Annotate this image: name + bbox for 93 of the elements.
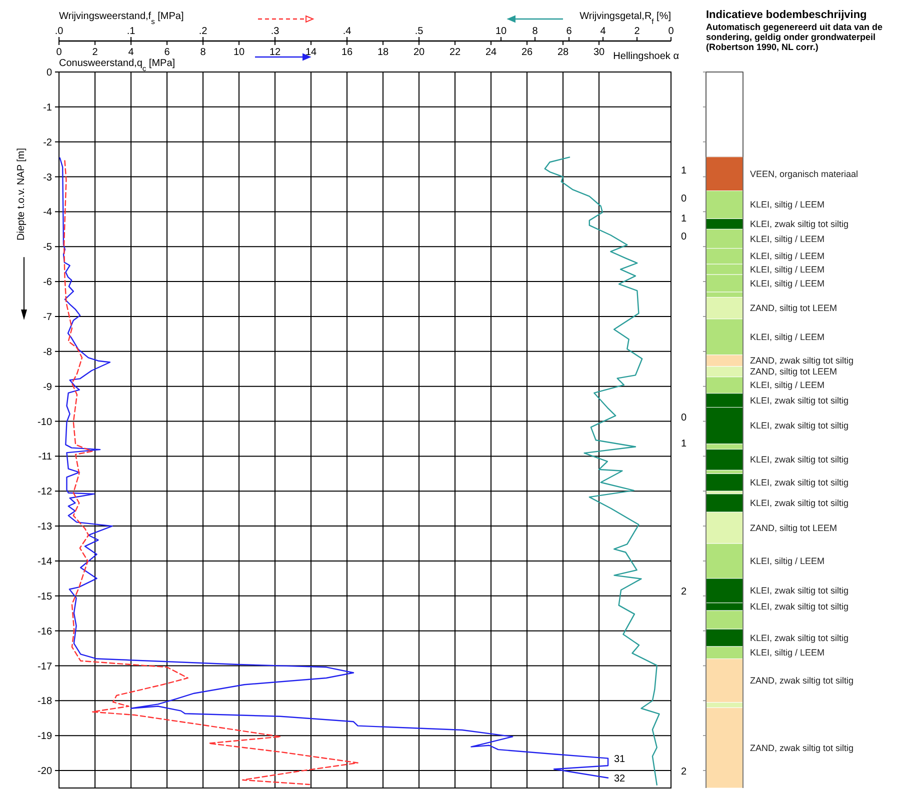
series-label: KLEI, zwak siltig tot siltig [750,498,849,508]
series-label: KLEI, zwak siltig tot siltig [750,218,849,229]
x2-tick-label: .5 [414,26,424,37]
y-tick-label: -8 [43,346,52,358]
x-tick-label: 18 [377,47,389,58]
x-tick-label: 8 [200,47,206,58]
text: 0 [681,232,687,242]
text: Indicatieve bodembeschrijving [706,9,867,21]
y-tick-label: -2 [43,137,52,148]
annotation: 31 [614,754,626,765]
text: Hellingshoek α [613,51,680,62]
series-label: ZAND, zwak siltig tot siltig [750,676,854,686]
x-tick-label: 10 [233,47,245,58]
line-series [59,157,609,778]
x-tick-label: 24 [485,47,497,58]
x-tick-label: 22 [449,47,461,58]
series-label: KLEI, siltig / LEEM [750,264,825,274]
x-tick-label: 28 [557,47,569,58]
y-tick-label: -7 [43,312,52,323]
series-label: KLEI, siltig / LEEM [750,332,825,342]
y-tick-label: -20 [38,766,52,778]
x-tick-label: 14 [305,47,317,58]
series-label: KLEI, zwak siltig tot siltig [750,454,849,465]
y-tick-label: -9 [43,382,52,393]
y-tick-label: -5 [43,242,52,254]
x-tick-label: 10 [495,26,507,37]
text: 1 [681,214,687,224]
y-tick-label: -6 [43,277,52,288]
series-label: KLEI, siltig / LEEM [750,251,825,262]
series-label: ZAND, zwak siltig tot siltig [750,742,854,753]
series-label: ZAND, siltig tot LEEM [750,303,838,314]
text: Automatisch gegenereerd uit data van de sondering, geldig onder grondwaterpeil (Robertson 1990, NL corr.) [706,22,883,52]
x2-tick-label: .1 [126,26,136,37]
x-tick-label: 20 [413,47,425,58]
series-label: KLEI, siltig / LEEM [750,278,825,288]
x-tick-label: 6 [566,26,572,37]
x2-axis-title: Wrijvingsweerstand,f$_{s}$ [MPa] [59,11,184,26]
series-label: KLEI, siltig / LEEM [750,380,825,390]
y-tick-label: -3 [43,172,52,184]
y-tick-label: -1 [43,102,52,114]
x-tick-label: 30 [593,47,605,58]
annotation: 32 [614,773,626,784]
x-tick-label: 8 [532,26,538,37]
x-axis-title: Conusweerstand,q$_{c}$ [MPa] [59,58,176,72]
text: 1 [681,438,687,450]
y-tick-label: -18 [38,696,52,708]
series-label: KLEI, zwak siltig tot siltig [750,395,849,406]
x-tick-label: 0 [668,26,674,37]
x2-tick-label: .2 [198,26,208,37]
x-tick-label: 12 [269,47,281,58]
text: 0 [681,194,687,204]
series-label: KLEI, siltig / LEEM [750,556,825,566]
x-tick-label: 16 [341,47,353,58]
y-tick-label: -14 [38,556,52,568]
y-tick-label: -10 [38,416,52,428]
series-label: KLEI, zwak siltig tot siltig [750,632,849,643]
y-tick-label: 0 [46,68,52,78]
series-label: KLEI, zwak siltig tot siltig [750,477,849,488]
y-tick-label: -15 [38,591,52,602]
y-tick-label: -17 [38,661,52,672]
x2-tick-label: .0 [54,26,64,37]
x-tick-label: 6 [164,47,170,58]
y-tick-label: -13 [38,522,52,533]
x-tick-label: 2 [634,26,640,37]
x-tick-label: 4 [128,47,134,58]
series-label: KLEI, siltig / LEEM [750,234,825,244]
x2-tick-label: .4 [342,26,352,37]
x-tick-label: 4 [600,26,606,37]
series-label: ZAND, siltig tot LEEM [750,366,838,377]
series-label: KLEI, zwak siltig tot siltig [750,420,849,431]
y-tick-label: -19 [38,731,52,742]
text: 0 [681,412,687,424]
bar [706,473,744,492]
series-label: ZAND, siltig tot LEEM [750,522,838,533]
y-tick-label: -4 [43,207,52,218]
x2-tick-label: .3 [270,26,280,37]
text: 2 [681,586,687,598]
series-label: KLEI, zwak siltig tot siltig [750,586,849,596]
series-label: KLEI, siltig / LEEM [750,648,825,658]
series-label: KLEI, zwak siltig tot siltig [750,602,849,612]
y-tick-label: -12 [38,486,52,498]
series-label: VEEN, organisch materiaal [750,168,858,179]
x-tick-label: 26 [521,47,533,58]
series-label: KLEI, siltig / LEEM [750,200,825,210]
x-tick-label: 0 [56,47,62,58]
x-tick-label: 2 [92,47,98,58]
text: 2 [681,766,687,778]
series-label: ZAND, zwak siltig tot siltig [750,356,854,366]
text: 1 [681,166,687,176]
y-tick-label: -16 [38,626,52,638]
y-axis-title: Diepte t.o.v. NAP [m] [16,148,27,240]
y-tick-label: -11 [38,452,52,463]
x-axis-title: Wrijvingsgetal,R$_{f}$ [%] [580,11,672,26]
